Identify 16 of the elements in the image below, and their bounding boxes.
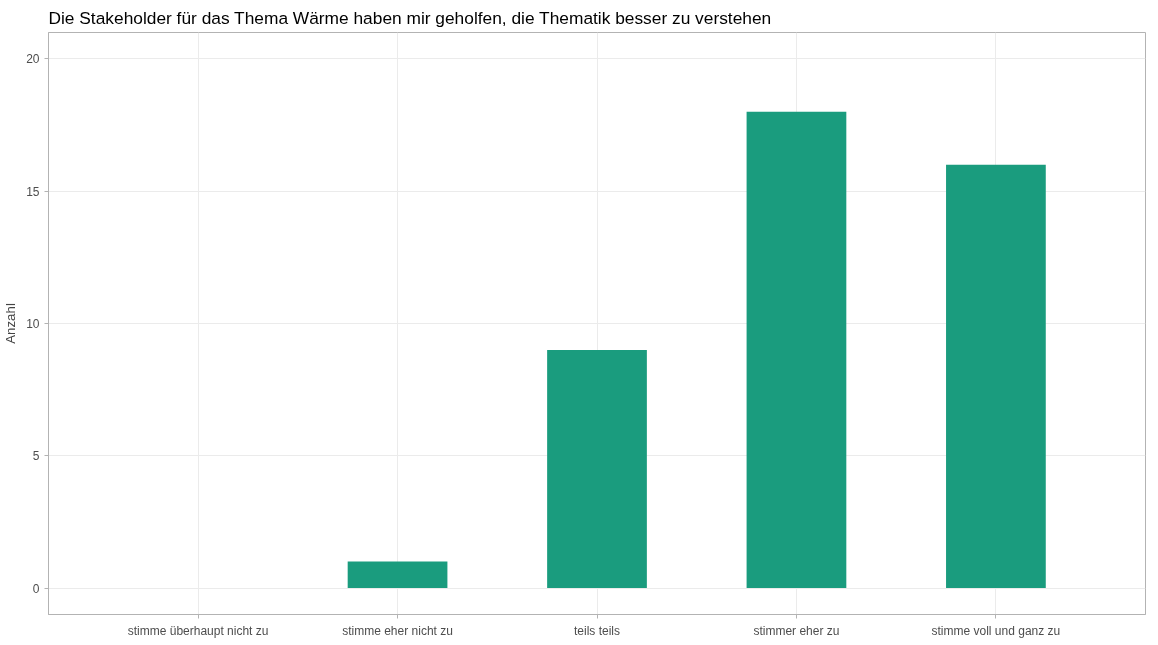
bar (547, 349, 647, 589)
y-tick-label: 15 (26, 184, 40, 199)
y-tick-label: 20 (26, 52, 40, 67)
y-tick-label: 0 (32, 581, 40, 596)
x-tick-label: stimme eher nicht zu (342, 623, 453, 638)
x-tick-label: teils teils (573, 623, 621, 638)
x-tick-label: stimmer eher zu (753, 623, 840, 638)
y-axis-title: Anzahl (3, 303, 19, 344)
x-tick-label: stimme voll und ganz zu (931, 623, 1061, 638)
bar (946, 164, 1046, 589)
y-tick-label: 10 (26, 317, 40, 331)
bar (746, 111, 847, 589)
chart-title: Die Stakeholder für das Thema Wärme haben mir geholfen, die Thematik besser zu verstehen (48, 7, 772, 28)
bar (347, 561, 448, 589)
y-tick-label: 5 (32, 449, 40, 464)
x-tick-label: stimme überhaupt nicht zu (127, 623, 269, 638)
